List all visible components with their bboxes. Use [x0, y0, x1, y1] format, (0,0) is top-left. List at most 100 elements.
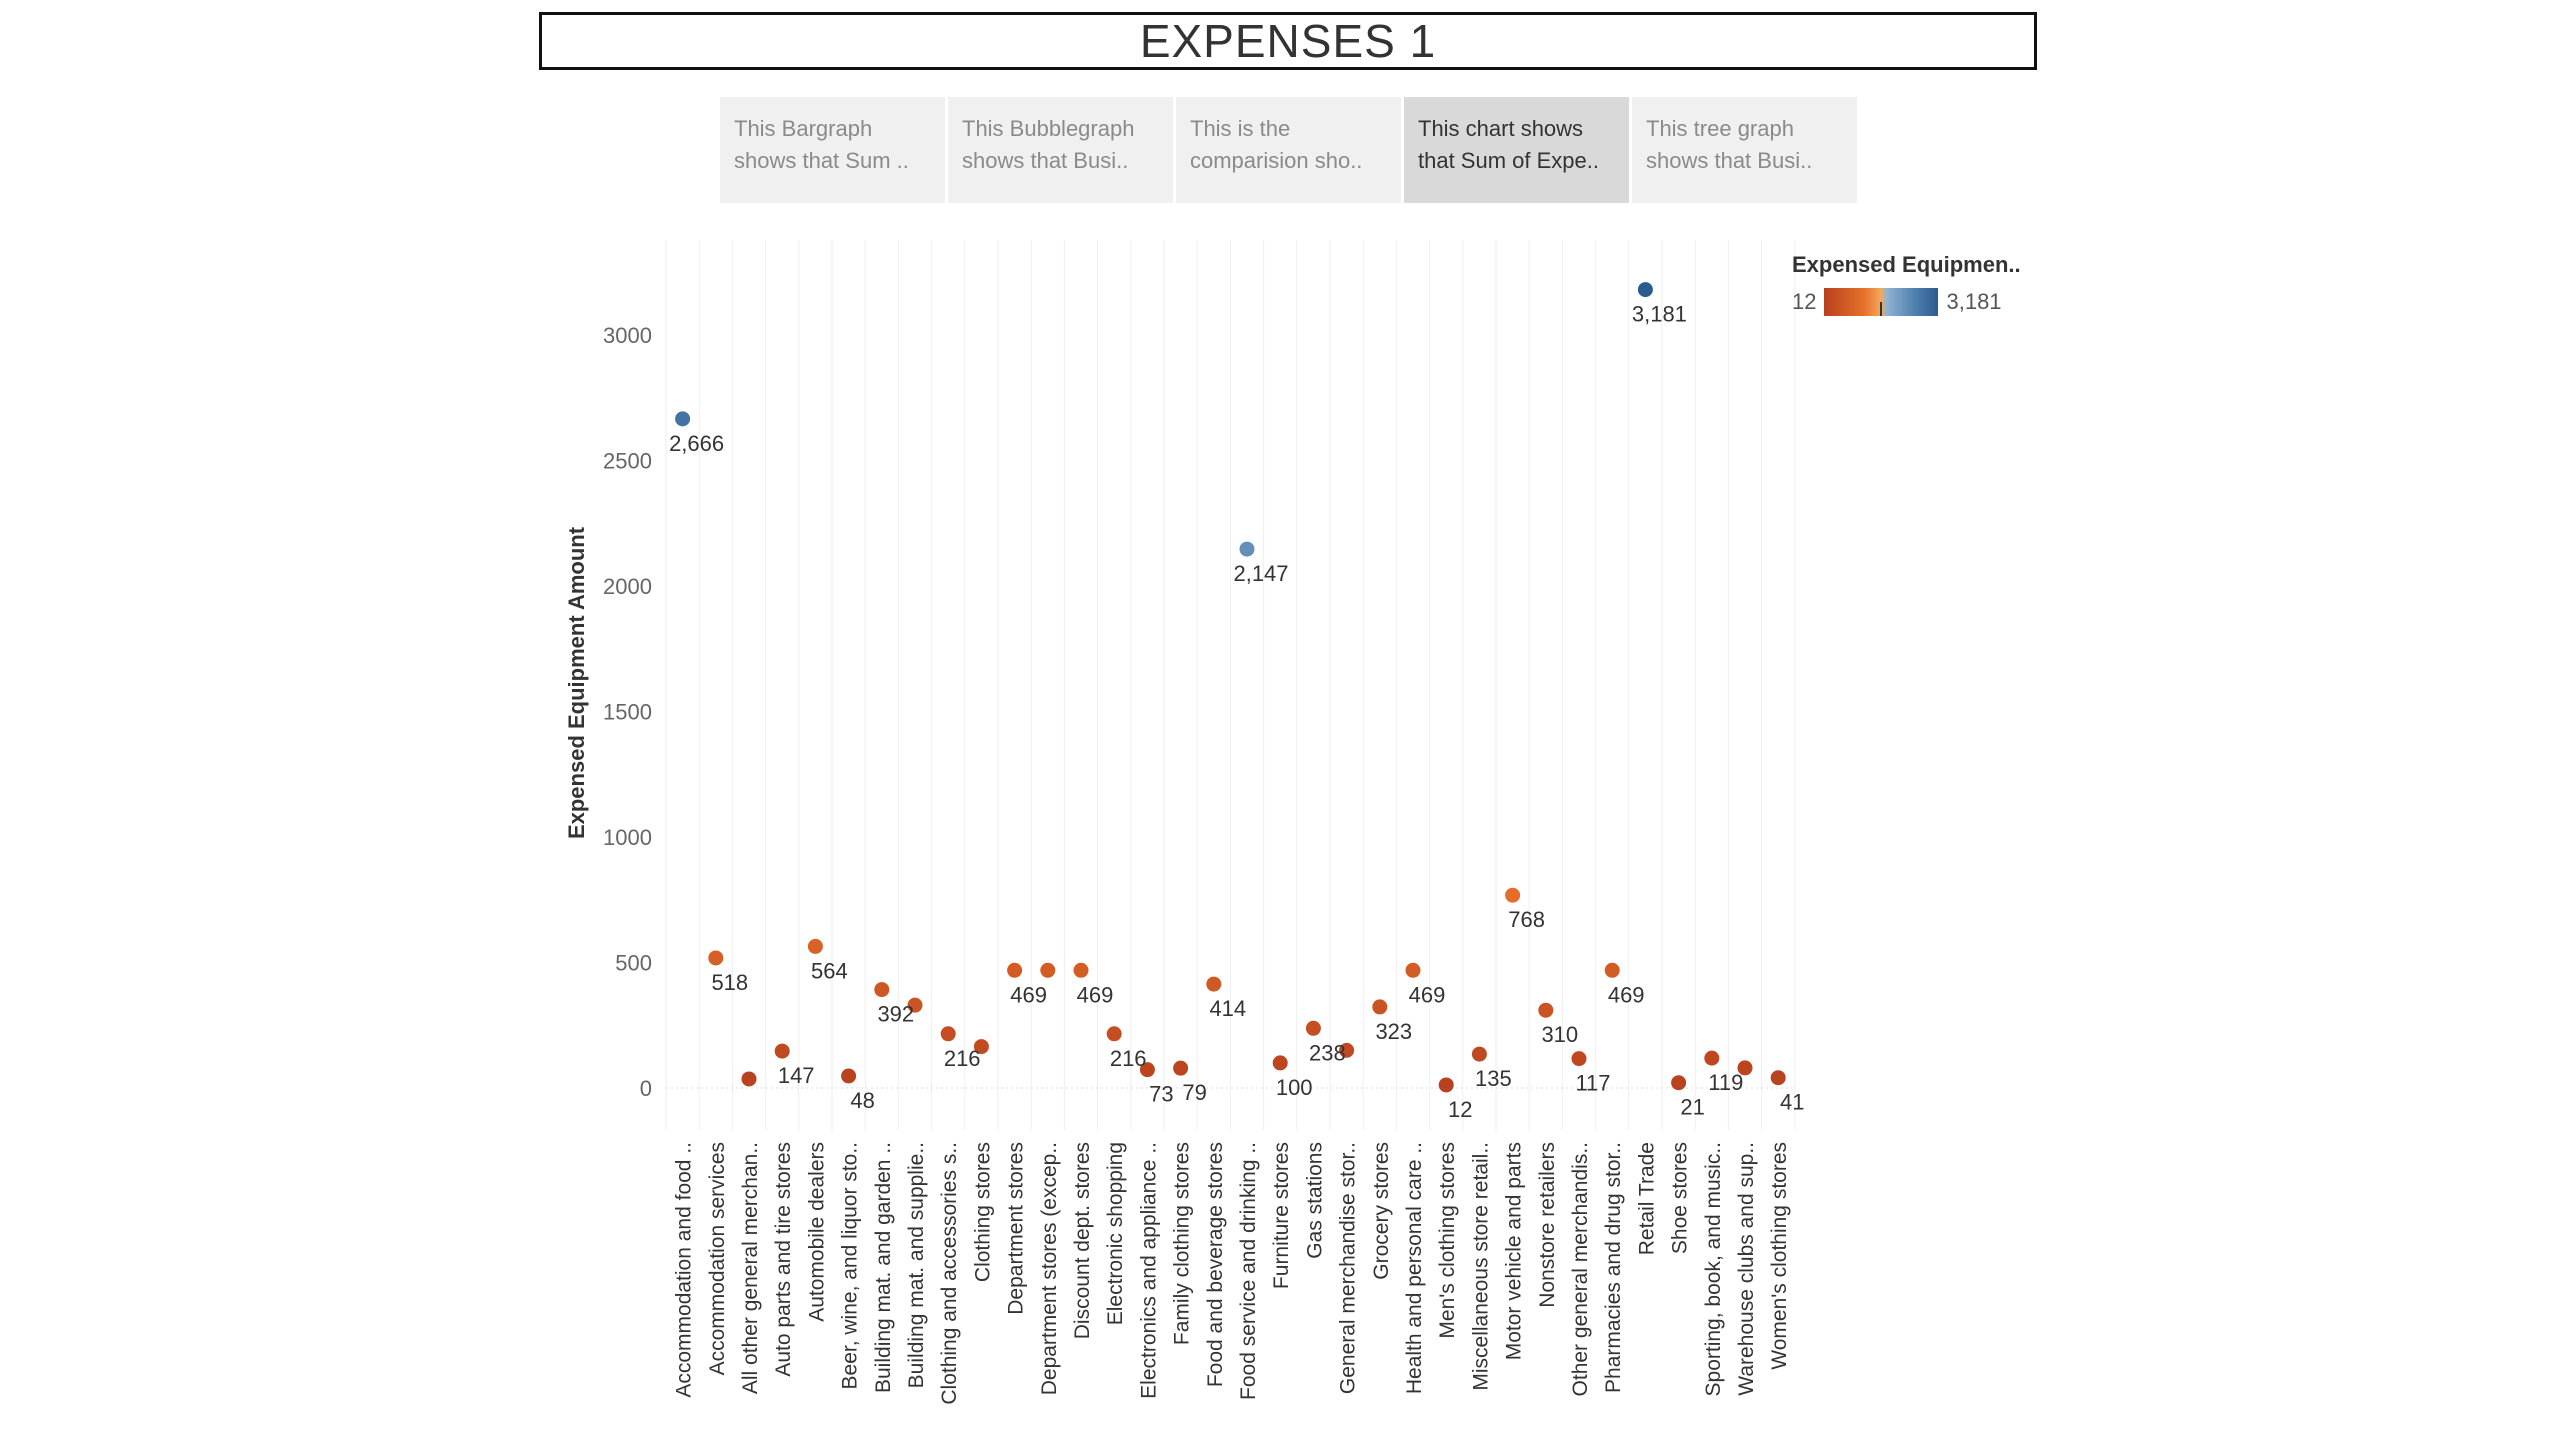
- x-tick-label: Warehouse clubs and sup..: [1735, 1142, 1758, 1396]
- data-label: 216: [1110, 1046, 1147, 1071]
- data-point[interactable]: [940, 1026, 956, 1042]
- data-label: 414: [1209, 996, 1246, 1021]
- data-label: 323: [1375, 1019, 1412, 1044]
- y-tick-label: 2000: [603, 574, 652, 599]
- story-tab-4-line1: This chart shows: [1418, 116, 1584, 141]
- data-point[interactable]: [708, 950, 724, 966]
- data-point[interactable]: [1073, 962, 1089, 978]
- legend-title: Expensed Equipmen..: [1792, 252, 2021, 277]
- data-point[interactable]: [1438, 1077, 1454, 1093]
- data-point[interactable]: [1637, 282, 1653, 298]
- data-point[interactable]: [1737, 1060, 1753, 1076]
- data-point[interactable]: [1604, 962, 1620, 978]
- x-tick-label: Women's clothing stores: [1768, 1142, 1791, 1370]
- x-tick-label: Clothing stores: [971, 1142, 994, 1282]
- legend-gradient: [1824, 288, 1939, 316]
- data-label: 48: [850, 1088, 874, 1113]
- data-point[interactable]: [741, 1071, 757, 1087]
- data-label: 392: [877, 1002, 914, 1027]
- story-tab-2-line2: shows that Busi..: [962, 148, 1129, 173]
- data-point[interactable]: [1671, 1075, 1687, 1091]
- story-tab-2[interactable]: This Bubblegraph shows that Busi..: [948, 97, 1173, 203]
- data-point[interactable]: [1471, 1046, 1487, 1062]
- data-point[interactable]: [1505, 887, 1521, 903]
- x-tick-label: Electronics and appliance ..: [1137, 1142, 1160, 1399]
- data-point[interactable]: [1405, 962, 1421, 978]
- data-point[interactable]: [675, 411, 691, 427]
- data-point[interactable]: [1272, 1055, 1288, 1071]
- y-tick-label: 2500: [603, 449, 652, 474]
- x-tick-label: Other general merchandis..: [1569, 1142, 1592, 1396]
- data-label: 135: [1475, 1066, 1512, 1091]
- color-legend[interactable]: Expensed Equipmen.. 12 3,181: [1792, 252, 2052, 316]
- data-label: 3,181: [1632, 302, 1687, 327]
- story-tab-2-line1: This Bubblegraph: [962, 116, 1135, 141]
- data-point[interactable]: [1139, 1062, 1155, 1078]
- legend-scale: 12 3,181: [1792, 288, 2052, 316]
- x-tick-label: Accommodation and food ..: [673, 1142, 696, 1398]
- data-label: 100: [1276, 1075, 1313, 1100]
- data-label: 119: [1708, 1070, 1743, 1095]
- x-tick-label: Nonstore retailers: [1536, 1142, 1559, 1308]
- data-point[interactable]: [1206, 976, 1222, 992]
- x-tick-label: Accommodation services: [706, 1142, 729, 1375]
- y-tick-label: 3000: [603, 323, 652, 348]
- data-point[interactable]: [1173, 1060, 1189, 1076]
- x-tick-label: Men's clothing stores: [1436, 1142, 1459, 1339]
- x-tick-label: Auto parts and tire stores: [772, 1142, 795, 1377]
- x-tick-label: Building mat. and supplie..: [905, 1142, 928, 1388]
- story-tab-4-line2: that Sum of Expe..: [1418, 148, 1599, 173]
- data-point[interactable]: [774, 1043, 790, 1059]
- data-point[interactable]: [1372, 999, 1388, 1015]
- data-point[interactable]: [1571, 1051, 1587, 1067]
- data-point[interactable]: [1106, 1026, 1122, 1042]
- x-tick-label: Building mat. and garden ..: [872, 1142, 895, 1393]
- data-point[interactable]: [1538, 1002, 1554, 1018]
- data-label: 768: [1508, 907, 1545, 932]
- data-label: 469: [1010, 982, 1047, 1007]
- legend-max-label: 3,181: [1946, 289, 2002, 314]
- x-tick-label: Miscellaneous store retail..: [1469, 1142, 1492, 1391]
- data-point[interactable]: [1007, 962, 1023, 978]
- x-tick-label: Shoe stores: [1669, 1142, 1692, 1254]
- story-tab-3[interactable]: This is the comparision sho..: [1176, 97, 1401, 203]
- story-tab-1[interactable]: This Bargraph shows that Sum ..: [720, 97, 945, 203]
- grid-lines: [665, 240, 1796, 1130]
- y-tick-label: 0: [640, 1076, 652, 1101]
- data-point[interactable]: [973, 1039, 989, 1055]
- y-tick-label: 1500: [603, 700, 652, 725]
- data-label: 564: [811, 958, 848, 983]
- x-tick-label: Discount dept. stores: [1071, 1142, 1094, 1339]
- story-tab-1-line1: This Bargraph: [734, 116, 873, 141]
- data-point[interactable]: [907, 997, 923, 1013]
- legend-midpoint-tick: [1880, 302, 1883, 316]
- data-point[interactable]: [1704, 1050, 1720, 1066]
- data-label: 147: [778, 1063, 815, 1088]
- data-point[interactable]: [1040, 962, 1056, 978]
- x-tick-label: Retail Trade: [1635, 1142, 1658, 1255]
- data-label: 2,147: [1233, 561, 1288, 586]
- data-point[interactable]: [1239, 541, 1255, 557]
- data-label: 41: [1780, 1090, 1804, 1115]
- x-tick-label: Furniture stores: [1270, 1142, 1293, 1289]
- data-label: 79: [1182, 1080, 1206, 1105]
- x-tick-label: Food and beverage stores: [1204, 1142, 1227, 1387]
- data-label: 12: [1448, 1097, 1472, 1122]
- x-tick-label: Department stores (excep..: [1038, 1142, 1061, 1395]
- x-axis: Accommodation and food .. Accommodation s…: [673, 1142, 1792, 1405]
- y-axis: 0 500 1000 1500 2000 2500 3000: [603, 323, 652, 1101]
- x-tick-label: Health and personal care ..: [1403, 1142, 1426, 1394]
- story-tab-4[interactable]: This chart shows that Sum of Expe..: [1404, 97, 1629, 203]
- x-tick-label: Electronic shopping: [1104, 1142, 1127, 1325]
- data-point[interactable]: [1339, 1042, 1355, 1058]
- data-point[interactable]: [841, 1068, 857, 1084]
- x-tick-label: Grocery stores: [1370, 1142, 1393, 1280]
- data-point[interactable]: [1305, 1020, 1321, 1036]
- story-tab-5[interactable]: This tree graph shows that Busi..: [1632, 97, 1857, 203]
- data-point[interactable]: [874, 982, 890, 998]
- data-point[interactable]: [1770, 1070, 1786, 1086]
- data-point[interactable]: [807, 938, 823, 954]
- x-tick-label: Clothing and accessories s..: [938, 1142, 961, 1405]
